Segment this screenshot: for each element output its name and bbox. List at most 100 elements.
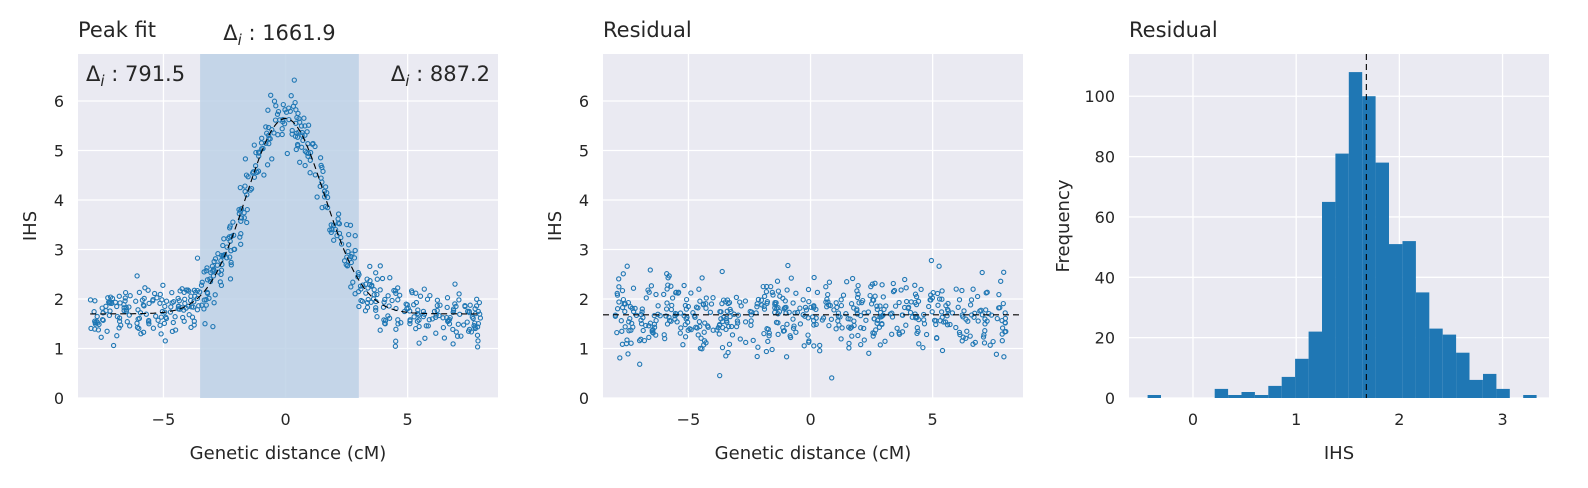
x-tick-label: −5 bbox=[677, 410, 701, 429]
x-tick-label: −5 bbox=[152, 410, 176, 429]
data-point bbox=[903, 322, 909, 328]
data-point bbox=[377, 263, 383, 269]
data-point bbox=[994, 315, 1000, 322]
data-point bbox=[624, 263, 630, 269]
data-point bbox=[238, 241, 244, 247]
peak-fit-panel: −5 0 5 0 1 2 3 4 5 6 Peak fit Genetic distance (… bbox=[20, 18, 498, 464]
data-point bbox=[159, 308, 166, 315]
x-tick-label: 0 bbox=[805, 410, 815, 429]
data-point bbox=[953, 324, 959, 331]
data-point bbox=[142, 285, 148, 291]
data-point bbox=[829, 375, 835, 381]
data-point bbox=[854, 306, 860, 312]
data-point bbox=[338, 234, 344, 241]
data-point bbox=[136, 289, 143, 296]
data-point bbox=[151, 290, 158, 297]
histogram-bar bbox=[1469, 379, 1483, 398]
data-point bbox=[682, 302, 689, 309]
data-point bbox=[622, 308, 628, 315]
data-point bbox=[392, 343, 399, 349]
data-point bbox=[836, 322, 842, 328]
data-point bbox=[472, 306, 478, 312]
x-tick-labels: −5 0 5 bbox=[152, 410, 413, 429]
data-point bbox=[748, 322, 754, 328]
data-point bbox=[362, 308, 369, 314]
data-point bbox=[106, 312, 113, 319]
data-point bbox=[947, 321, 953, 328]
data-point bbox=[813, 321, 819, 328]
data-point bbox=[227, 276, 234, 282]
data-point bbox=[944, 322, 951, 328]
data-point bbox=[238, 206, 245, 212]
data-point bbox=[452, 301, 458, 307]
data-point bbox=[458, 333, 464, 339]
data-point bbox=[185, 303, 192, 309]
data-point bbox=[268, 92, 274, 98]
data-point bbox=[122, 295, 128, 301]
data-point bbox=[786, 309, 792, 315]
data-point bbox=[335, 211, 342, 217]
data-point bbox=[961, 308, 967, 314]
data-point bbox=[674, 319, 680, 325]
data-point bbox=[663, 306, 670, 312]
data-point bbox=[269, 156, 275, 162]
data-point bbox=[956, 329, 963, 336]
data-point bbox=[619, 341, 626, 347]
data-point bbox=[341, 258, 348, 264]
data-point bbox=[637, 361, 643, 367]
data-point bbox=[377, 287, 383, 293]
data-point bbox=[639, 309, 645, 315]
data-point bbox=[661, 291, 667, 298]
data-point bbox=[162, 338, 168, 344]
data-point bbox=[263, 124, 269, 130]
data-point bbox=[996, 291, 1002, 298]
data-point bbox=[127, 323, 133, 329]
data-point bbox=[755, 344, 761, 350]
data-point bbox=[302, 162, 308, 169]
data-point bbox=[121, 307, 127, 314]
data-point bbox=[288, 93, 294, 99]
y-tick-label: 80 bbox=[1095, 148, 1115, 167]
data-point bbox=[643, 322, 649, 329]
data-point bbox=[866, 350, 872, 356]
data-point bbox=[874, 303, 880, 309]
data-point bbox=[122, 298, 128, 304]
data-point bbox=[206, 295, 212, 301]
data-point bbox=[395, 297, 401, 303]
data-point bbox=[622, 324, 628, 330]
data-point bbox=[846, 345, 852, 351]
data-point bbox=[114, 313, 121, 320]
data-point bbox=[974, 293, 981, 300]
y-tick-label: 3 bbox=[579, 241, 589, 260]
data-point bbox=[370, 296, 377, 302]
data-point bbox=[94, 313, 100, 320]
y-tick-label: 1 bbox=[54, 340, 64, 359]
data-point bbox=[475, 338, 481, 344]
data-point bbox=[411, 314, 417, 320]
data-point bbox=[793, 290, 799, 296]
data-point bbox=[212, 292, 218, 298]
data-point bbox=[227, 254, 233, 260]
data-point bbox=[218, 258, 224, 264]
data-point bbox=[831, 307, 837, 313]
data-point bbox=[902, 276, 908, 283]
data-point bbox=[874, 306, 880, 313]
data-point bbox=[774, 278, 781, 284]
data-point bbox=[923, 331, 930, 338]
data-point bbox=[763, 289, 770, 295]
data-point bbox=[138, 331, 144, 337]
data-point bbox=[977, 308, 983, 314]
data-point bbox=[696, 286, 702, 292]
data-point bbox=[153, 313, 159, 319]
y-tick-label: 0 bbox=[1105, 389, 1115, 408]
data-point bbox=[811, 343, 817, 349]
data-point bbox=[100, 310, 106, 316]
data-point bbox=[981, 332, 987, 338]
axes-background bbox=[603, 54, 1023, 398]
data-point bbox=[296, 115, 302, 122]
data-point bbox=[157, 291, 163, 298]
data-point bbox=[891, 287, 898, 294]
y-tick-label: 0 bbox=[579, 389, 589, 408]
data-point bbox=[420, 313, 427, 320]
data-point bbox=[417, 293, 424, 299]
